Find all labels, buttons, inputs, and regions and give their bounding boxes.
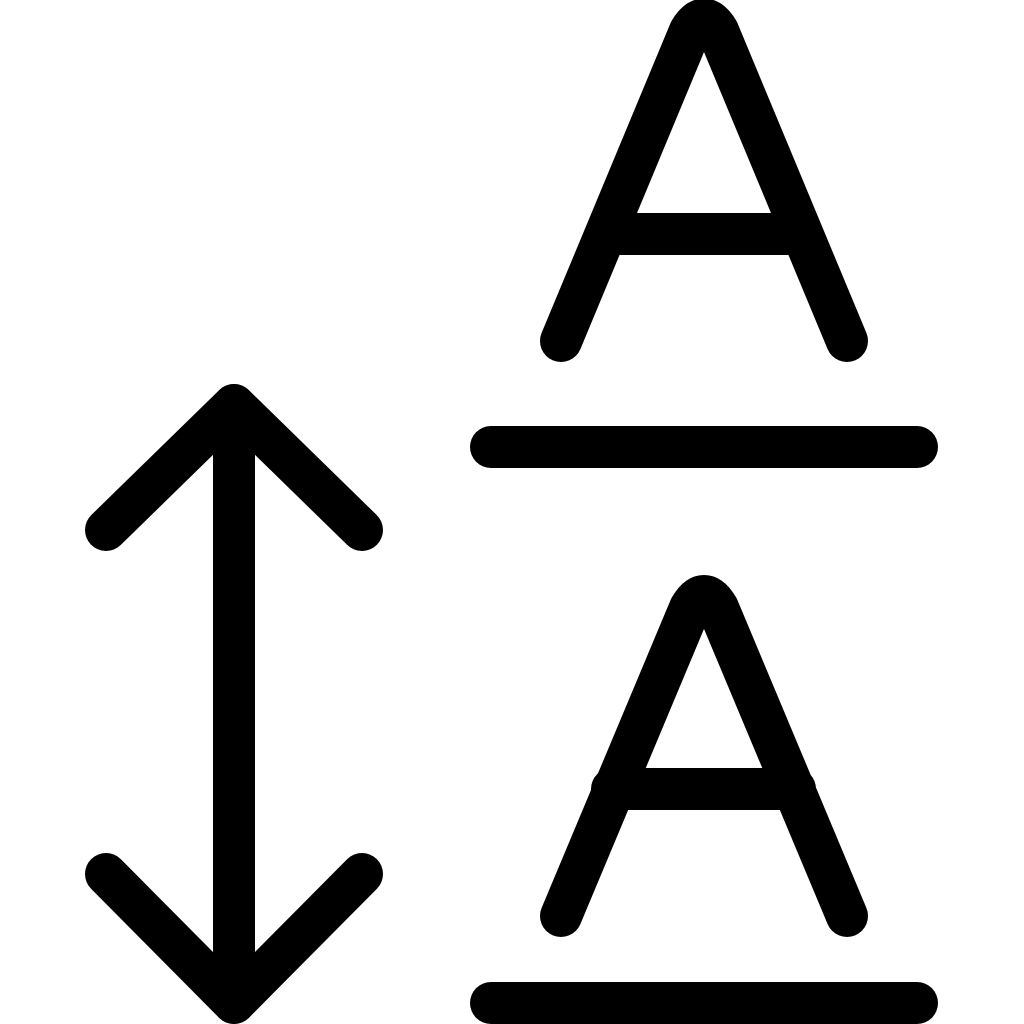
letter-a-top-legs bbox=[540, 0, 868, 362]
vertical-double-arrow-icon bbox=[85, 384, 383, 1024]
letter-a-bottom-icon bbox=[540, 575, 868, 937]
letter-a-top-icon bbox=[540, 0, 868, 362]
arrow-head-up bbox=[85, 384, 383, 551]
letter-a-bottom-legs bbox=[540, 575, 868, 937]
arrow-head-down bbox=[85, 853, 383, 1024]
